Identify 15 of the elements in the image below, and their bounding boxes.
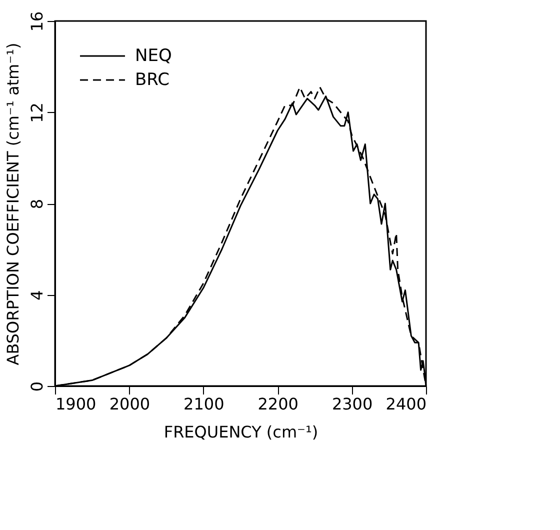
y-axis-title: ABSORPTION COEFFICIENT (cm⁻¹ atm⁻¹)	[4, 42, 22, 366]
legend-label: BRC	[135, 70, 170, 90]
y-tick-label: 12	[28, 102, 46, 123]
x-tick-label: 2000	[109, 394, 150, 414]
y-tick-label: 0	[28, 381, 46, 392]
legend-label: NEQ	[135, 46, 172, 66]
x-tick-label: 2100	[184, 394, 224, 414]
y-tick-label: 4	[28, 290, 46, 300]
y-tick-label: 16	[28, 11, 46, 32]
x-axis-title: FREQUENCY (cm⁻¹)	[164, 422, 318, 442]
x-tick-label: 2400	[386, 394, 426, 414]
x-tick-label: 1900	[56, 394, 96, 414]
x-tick-label: 2200	[258, 394, 298, 414]
y-tick-label: 8	[28, 198, 46, 210]
x-tick-label: 2300	[332, 394, 373, 414]
